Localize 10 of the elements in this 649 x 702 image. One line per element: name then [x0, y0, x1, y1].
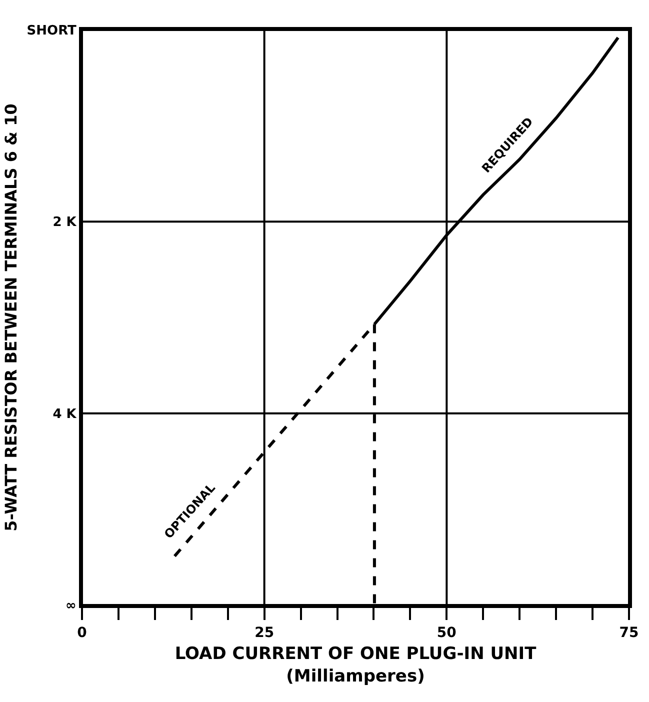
- y-axis-title: 5-WATT RESISTOR BETWEEN TERMINALS 6 & 10: [2, 104, 21, 532]
- y-tick-label: 2 K: [52, 215, 78, 230]
- x-tick-label: 0: [77, 624, 88, 641]
- x-tick-label: 25: [254, 624, 274, 641]
- y-tick-label: ∞: [66, 598, 76, 614]
- x-axis-title: LOAD CURRENT OF ONE PLUG-IN UNIT (Milliamperes): [174, 644, 537, 686]
- x-tick-label: 50: [436, 624, 457, 641]
- y-tick-label: 4 K: [52, 406, 78, 422]
- y-tick-label: SHORT: [26, 24, 77, 39]
- x-tick-label: 75: [619, 624, 639, 641]
